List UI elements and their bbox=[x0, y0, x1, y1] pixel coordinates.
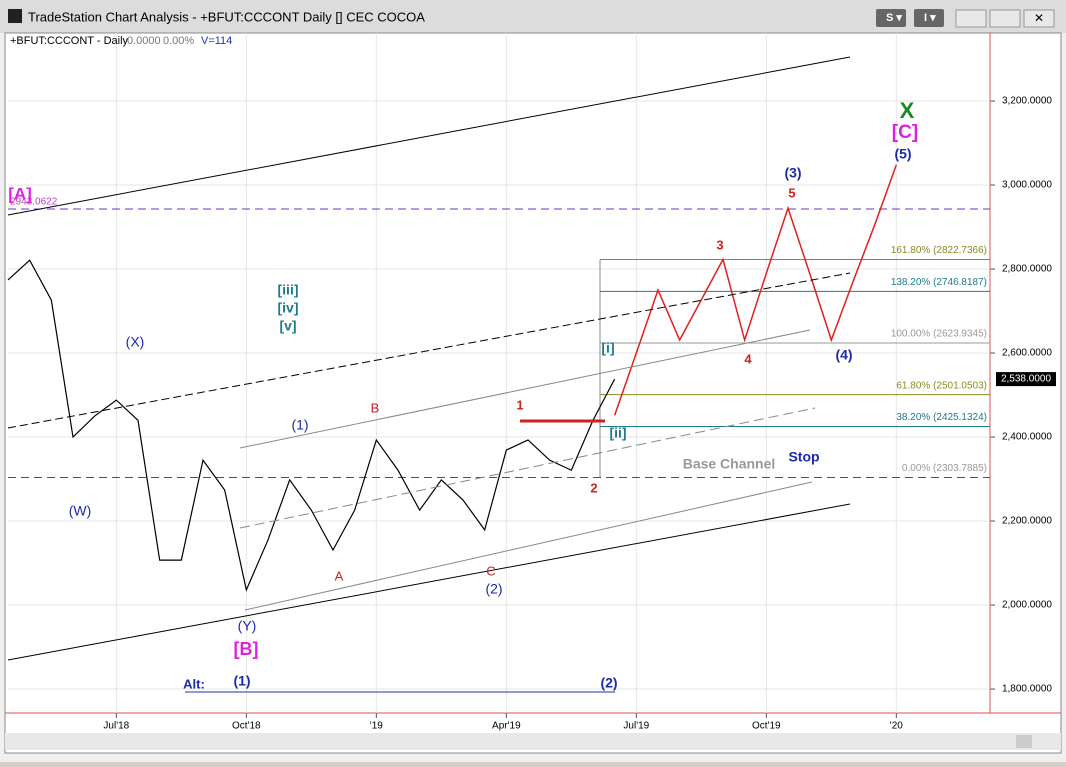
y-tick-label: 3,200.0000 bbox=[1002, 96, 1052, 107]
wave-label: (X) bbox=[126, 334, 145, 350]
wave-label: 5 bbox=[788, 185, 795, 200]
x-tick-label: Apr'19 bbox=[492, 721, 521, 732]
x-tick-label: '20 bbox=[890, 721, 903, 732]
y-tick-label: 2,600.0000 bbox=[1002, 348, 1052, 359]
symbol-label: +BFUT:CCCONT - Daily bbox=[10, 35, 129, 47]
wave-label: X bbox=[900, 98, 915, 123]
volume-label: V=114 bbox=[201, 35, 232, 47]
y-tick-label: 1,800.0000 bbox=[1002, 684, 1052, 695]
window-title: TradeStation Chart Analysis - +BFUT:CCCO… bbox=[28, 9, 425, 24]
percent-label: 0.00% bbox=[163, 35, 194, 47]
wave-label: Alt: bbox=[183, 676, 205, 691]
wave-label: (3) bbox=[784, 165, 801, 181]
x-tick-label: '19 bbox=[370, 721, 383, 732]
wave-label: (Y) bbox=[238, 618, 257, 634]
high-line-label: 2943.0622 bbox=[10, 197, 58, 208]
wave-label: [iii] bbox=[278, 282, 299, 298]
wave-label: [iv] bbox=[278, 300, 299, 316]
i-button[interactable] bbox=[914, 9, 944, 27]
wave-label: [v] bbox=[279, 318, 296, 334]
gray-channel-mid bbox=[239, 407, 816, 529]
trend-lines bbox=[7, 56, 851, 693]
wave-label: [C] bbox=[892, 122, 918, 143]
fib-label: 0.00% (2303.7885) bbox=[902, 463, 987, 474]
maximize-button[interactable] bbox=[989, 9, 1021, 28]
price-line bbox=[7, 259, 616, 592]
close-button[interactable] bbox=[1023, 9, 1055, 28]
y-tick-label: 2,000.0000 bbox=[1002, 600, 1052, 611]
wave-label: (2) bbox=[485, 581, 502, 597]
fib-label: 38.20% (2425.1324) bbox=[896, 412, 987, 423]
wave-label: (2) bbox=[600, 675, 617, 691]
x-tick-label: Jul'19 bbox=[623, 721, 649, 732]
wave-label: 2 bbox=[590, 480, 597, 495]
x-tick-label: Oct'18 bbox=[232, 721, 261, 732]
app-icon bbox=[8, 9, 22, 23]
x-tick-label: Jul'18 bbox=[103, 721, 129, 732]
i-button-label: I ▾ bbox=[924, 12, 936, 24]
wave-label: [B] bbox=[234, 639, 259, 659]
wave-label: (1) bbox=[233, 673, 250, 689]
fib-label: 138.20% (2746.8187) bbox=[891, 277, 987, 288]
fib-label: 61.80% (2501.0503) bbox=[896, 380, 987, 391]
wave-label: 4 bbox=[744, 351, 752, 366]
fib-label: 100.00% (2623.9345) bbox=[891, 329, 987, 340]
wave-label: 1 bbox=[516, 397, 523, 412]
y-tick-label: 2,400.0000 bbox=[1002, 432, 1052, 443]
wave-label: (5) bbox=[894, 146, 911, 162]
s-button[interactable] bbox=[876, 9, 906, 27]
wave-label: (W) bbox=[69, 503, 92, 519]
channel-mid bbox=[7, 272, 851, 429]
scroll-thumb[interactable] bbox=[1016, 735, 1032, 748]
gray-channel-top bbox=[239, 329, 811, 449]
wave-label: A bbox=[335, 568, 344, 583]
y-tick-label: 3,000.0000 bbox=[1002, 180, 1052, 191]
wave-label: C bbox=[486, 563, 495, 578]
projection-line bbox=[613, 164, 898, 416]
wave-label: (4) bbox=[835, 347, 852, 363]
wave-label: 3 bbox=[716, 237, 723, 252]
scrollbar[interactable] bbox=[5, 733, 1061, 750]
wave-label: Stop bbox=[788, 449, 819, 465]
x-tick-label: Oct'19 bbox=[752, 721, 781, 732]
channel-bottom bbox=[7, 503, 851, 661]
wave-label: B bbox=[371, 400, 380, 415]
minimize-button[interactable] bbox=[955, 9, 987, 28]
change-label: 0.0000 bbox=[127, 35, 161, 47]
chart-area bbox=[4, 32, 1062, 754]
last-price-box bbox=[996, 372, 1056, 387]
fib-label: 161.80% (2822.7366) bbox=[891, 245, 987, 256]
gray-channel-bottom bbox=[244, 481, 813, 611]
channel-top bbox=[7, 56, 851, 216]
wave-label: [ii] bbox=[609, 425, 626, 441]
wave-label: [i] bbox=[601, 340, 614, 356]
last-price-label: 2,538.0000 bbox=[1001, 374, 1051, 385]
close-icon: ✕ bbox=[1034, 11, 1044, 25]
wave-label: Base Channel bbox=[683, 456, 776, 472]
s-button-label: S ▾ bbox=[886, 12, 902, 24]
y-tick-label: 2,800.0000 bbox=[1002, 264, 1052, 275]
wave-label: [A] bbox=[8, 184, 32, 203]
y-tick-label: 2,200.0000 bbox=[1002, 516, 1052, 527]
wave-label: (1) bbox=[291, 417, 308, 433]
